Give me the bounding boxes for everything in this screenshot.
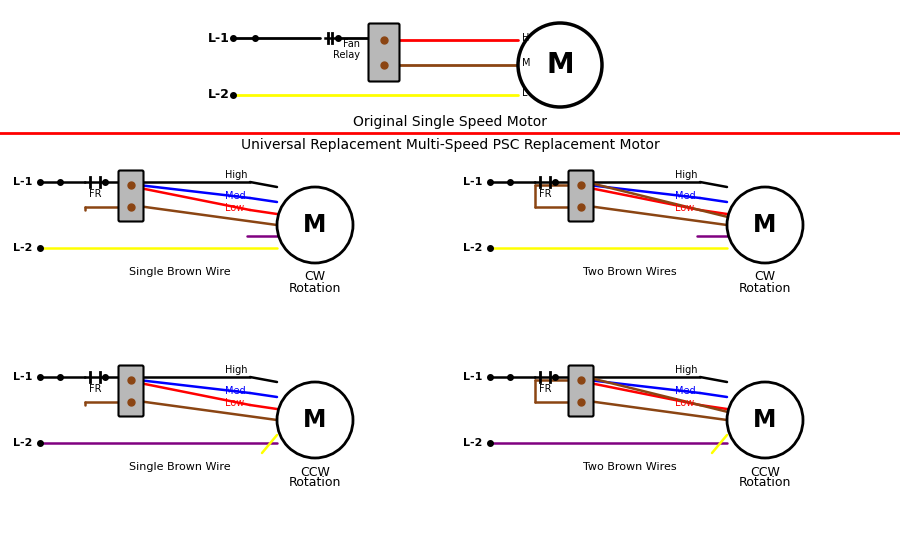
- Text: L-2: L-2: [208, 89, 230, 102]
- Text: Original Single Speed Motor: Original Single Speed Motor: [353, 115, 547, 129]
- FancyBboxPatch shape: [368, 24, 400, 81]
- Circle shape: [518, 23, 602, 107]
- Text: L-2: L-2: [13, 243, 32, 253]
- Text: Universal Replacement Multi-Speed PSC Replacement Motor: Universal Replacement Multi-Speed PSC Re…: [240, 138, 660, 152]
- Text: H: H: [522, 34, 529, 43]
- Text: High: High: [675, 365, 698, 375]
- FancyBboxPatch shape: [569, 170, 593, 222]
- Text: L-1: L-1: [208, 31, 230, 45]
- Text: High: High: [225, 365, 248, 375]
- Text: M: M: [303, 408, 327, 432]
- Circle shape: [277, 382, 353, 458]
- Text: Two Brown Wires: Two Brown Wires: [583, 462, 677, 472]
- Text: M: M: [753, 213, 777, 237]
- Text: Two Brown Wires: Two Brown Wires: [583, 267, 677, 277]
- Text: FR: FR: [539, 189, 551, 199]
- Text: CW: CW: [754, 271, 776, 283]
- Text: High: High: [225, 170, 248, 180]
- Text: FR: FR: [89, 384, 101, 394]
- Text: L-2: L-2: [13, 438, 32, 448]
- Text: CCW: CCW: [750, 465, 780, 478]
- FancyBboxPatch shape: [569, 366, 593, 416]
- Text: M: M: [303, 213, 327, 237]
- Text: CW: CW: [304, 271, 326, 283]
- Text: L-2: L-2: [463, 243, 482, 253]
- Text: Fan: Fan: [343, 39, 360, 50]
- Text: L-1: L-1: [463, 177, 482, 187]
- Text: Rotation: Rotation: [289, 282, 341, 294]
- Text: L-1: L-1: [13, 372, 32, 382]
- Text: Med: Med: [225, 191, 246, 201]
- Text: Rotation: Rotation: [739, 282, 791, 294]
- Text: Low: Low: [225, 398, 244, 408]
- Circle shape: [727, 382, 803, 458]
- Text: L-1: L-1: [13, 177, 32, 187]
- Text: FR: FR: [539, 384, 551, 394]
- Text: FR: FR: [89, 189, 101, 199]
- Text: Med: Med: [225, 386, 246, 396]
- Text: M: M: [753, 408, 777, 432]
- Text: CCW: CCW: [300, 465, 330, 478]
- Text: M: M: [546, 51, 574, 79]
- Text: Relay: Relay: [333, 50, 360, 60]
- Text: Low: Low: [225, 203, 244, 213]
- FancyBboxPatch shape: [119, 366, 143, 416]
- Text: Single Brown Wire: Single Brown Wire: [130, 267, 230, 277]
- Text: Low: Low: [675, 203, 694, 213]
- Text: L-2: L-2: [463, 438, 482, 448]
- Text: High: High: [675, 170, 698, 180]
- Text: Med: Med: [675, 191, 696, 201]
- Text: M: M: [522, 58, 530, 68]
- Text: Rotation: Rotation: [739, 476, 791, 490]
- Text: L: L: [522, 88, 527, 98]
- Circle shape: [277, 187, 353, 263]
- Text: Med: Med: [675, 386, 696, 396]
- Text: Single Brown Wire: Single Brown Wire: [130, 462, 230, 472]
- Text: L-1: L-1: [463, 372, 482, 382]
- Text: Low: Low: [675, 398, 694, 408]
- Circle shape: [727, 187, 803, 263]
- FancyBboxPatch shape: [119, 170, 143, 222]
- Text: Rotation: Rotation: [289, 476, 341, 490]
